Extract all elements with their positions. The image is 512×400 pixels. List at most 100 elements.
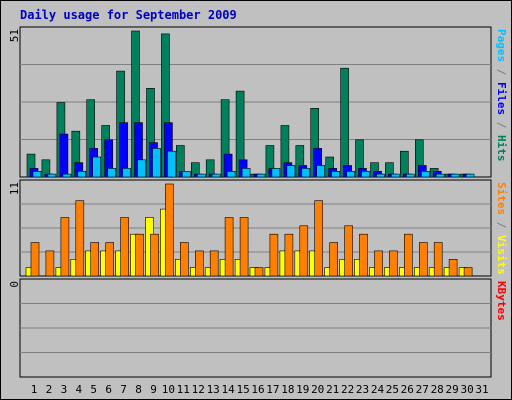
bar-pages — [391, 173, 400, 178]
x-tick-label: 25 — [386, 383, 399, 396]
bar-pages — [346, 171, 355, 178]
y-max-label: 0 — [8, 281, 21, 288]
bar-pages — [241, 168, 251, 178]
x-tick-label: 13 — [207, 383, 220, 396]
x-tick-label: 22 — [341, 383, 354, 396]
x-tick-label: 30 — [460, 383, 473, 396]
y-max-label: 11 — [8, 182, 21, 195]
bar-pages — [211, 173, 221, 178]
bar-sites — [463, 267, 473, 277]
bar-sites — [344, 225, 353, 277]
bar-pages — [465, 173, 475, 178]
bar-sites — [314, 200, 324, 277]
bar-sites — [433, 242, 443, 277]
x-tick-label: 28 — [431, 383, 444, 396]
x-tick-label: 29 — [445, 383, 458, 396]
legend-entry: Visits — [495, 235, 508, 275]
x-tick-label: 11 — [177, 383, 190, 396]
bar-pages — [197, 173, 206, 178]
bar-pages — [137, 159, 146, 178]
x-tick-label: 26 — [401, 383, 414, 396]
x-tick-label: 18 — [281, 383, 294, 396]
bar-sites — [389, 250, 398, 277]
series-legend-label: Sites / Visits — [495, 182, 508, 275]
x-tick-label: 20 — [311, 383, 324, 396]
bar-pages — [420, 171, 430, 178]
y-max-label: 51 — [8, 29, 21, 42]
x-tick-label: 10 — [162, 383, 175, 396]
legend-entry: / — [495, 62, 508, 82]
bar-sites — [448, 258, 458, 277]
bar-pages — [182, 171, 191, 178]
bar-sites — [269, 233, 279, 277]
bar-sites — [90, 242, 99, 277]
x-tick-label: 9 — [150, 383, 157, 396]
bar-hits — [340, 67, 349, 178]
bar-sites — [45, 250, 55, 277]
x-tick-label: 17 — [266, 383, 279, 396]
series-legend-label: KBytes — [495, 281, 508, 321]
x-tick-label: 21 — [326, 383, 339, 396]
bar-pages — [271, 168, 281, 178]
x-tick-label: 15 — [236, 383, 249, 396]
bar-pages — [405, 173, 415, 178]
bar-pages — [122, 168, 131, 178]
x-tick-label: 5 — [90, 383, 97, 396]
bar-sites — [75, 200, 85, 277]
bar-sites — [254, 267, 264, 277]
bar-sites — [195, 250, 204, 277]
bar-sites — [165, 183, 174, 277]
bar-sites — [374, 250, 383, 277]
bar-sites — [299, 225, 309, 277]
bar-sites — [105, 242, 114, 277]
bar-pages — [62, 173, 72, 178]
bar-pages — [450, 173, 460, 178]
bar-pages — [32, 171, 42, 178]
bar-sites — [120, 217, 129, 277]
x-tick-label: 1 — [31, 383, 38, 396]
bar-sites — [150, 233, 159, 277]
x-tick-label: 31 — [475, 383, 488, 396]
bar-pages — [152, 148, 161, 178]
x-tick-label: 6 — [105, 383, 112, 396]
bar-pages — [301, 168, 311, 178]
bar-pages — [77, 171, 87, 178]
bar-hits — [399, 150, 409, 178]
legend-entry: Pages — [495, 29, 508, 62]
x-tick-label: 4 — [75, 383, 82, 396]
bar-pages — [47, 173, 57, 178]
x-tick-label: 24 — [371, 383, 385, 396]
bar-pages — [361, 171, 370, 178]
bar-sites — [135, 233, 144, 277]
bar-sites — [284, 233, 294, 277]
x-tick-label: 23 — [356, 383, 369, 396]
bar-pages — [316, 165, 326, 178]
bar-sites — [359, 233, 368, 277]
legend-entry: Files — [495, 82, 508, 115]
x-tick-label: 12 — [192, 383, 205, 396]
x-tick-label: 3 — [61, 383, 68, 396]
x-tick-label: 16 — [251, 383, 264, 396]
bar-sites — [30, 242, 40, 277]
x-tick-label: 14 — [221, 383, 235, 396]
bar-pages — [376, 173, 385, 178]
bar-sites — [239, 217, 249, 277]
bar-pages — [286, 165, 296, 178]
bar-pages — [256, 173, 266, 178]
x-tick-label: 8 — [135, 383, 142, 396]
bar-sites — [224, 217, 234, 277]
x-tick-label: 2 — [46, 383, 53, 396]
bar-pages — [107, 168, 116, 178]
bar-sites — [329, 242, 339, 277]
x-tick-label: 27 — [416, 383, 429, 396]
series-legend-label: Pages / Files / Hits — [495, 29, 508, 162]
bar-pages — [167, 150, 176, 178]
bar-sites — [209, 250, 219, 277]
x-tick-label: 7 — [120, 383, 127, 396]
legend-entry: / — [495, 215, 508, 235]
bar-sites — [403, 233, 413, 277]
bar-pages — [226, 171, 236, 178]
bar-sites — [60, 217, 70, 277]
bar-files — [59, 133, 69, 178]
